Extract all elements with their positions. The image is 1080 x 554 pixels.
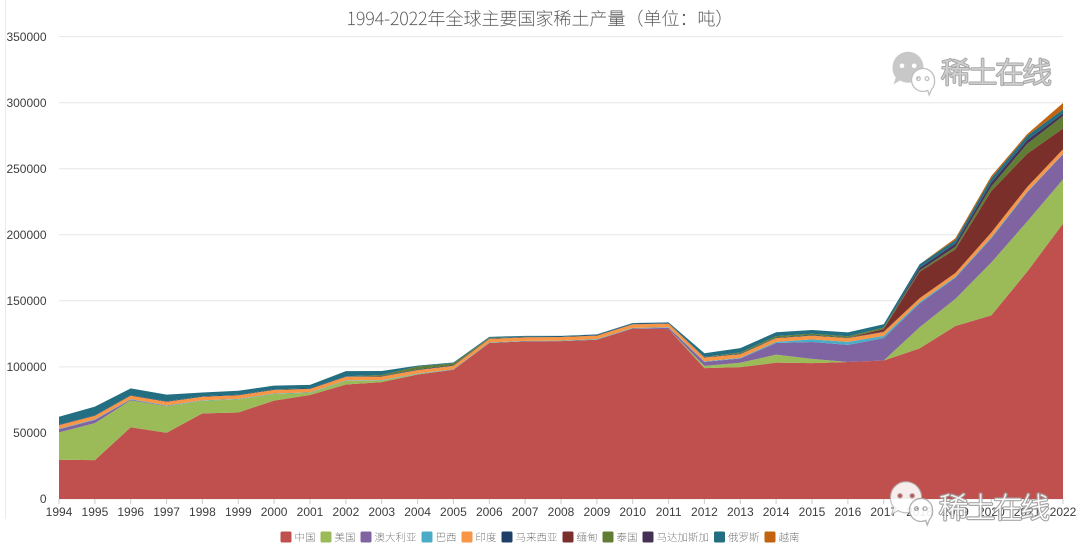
svg-text:300000: 300000 [6,96,46,110]
svg-text:350000: 350000 [6,30,46,44]
svg-text:1997: 1997 [153,505,180,519]
svg-text:2007: 2007 [512,505,539,519]
svg-text:2022: 2022 [1050,505,1077,519]
svg-text:2006: 2006 [476,505,503,519]
svg-text:2015: 2015 [799,505,826,519]
svg-text:2014: 2014 [763,505,790,519]
svg-text:1996: 1996 [117,505,144,519]
svg-text:2012: 2012 [691,505,718,519]
svg-text:2008: 2008 [548,505,575,519]
svg-text:250000: 250000 [6,162,46,176]
svg-text:50000: 50000 [13,426,47,440]
svg-text:1998: 1998 [189,505,216,519]
svg-text:2003: 2003 [368,505,395,519]
svg-text:2001: 2001 [297,505,324,519]
svg-text:2013: 2013 [727,505,754,519]
svg-text:200000: 200000 [6,228,46,242]
svg-text:0: 0 [40,492,47,506]
svg-text:2009: 2009 [584,505,611,519]
svg-text:150000: 150000 [6,294,46,308]
svg-text:2005: 2005 [440,505,467,519]
svg-text:100000: 100000 [6,360,46,374]
svg-text:1995: 1995 [82,505,109,519]
svg-text:1999: 1999 [225,505,252,519]
svg-text:2000: 2000 [261,505,288,519]
svg-text:2010: 2010 [619,505,646,519]
svg-text:2016: 2016 [835,505,862,519]
svg-text:2002: 2002 [333,505,360,519]
svg-text:2011: 2011 [656,505,682,519]
svg-text:2004: 2004 [404,505,431,519]
svg-text:1994: 1994 [46,505,73,519]
